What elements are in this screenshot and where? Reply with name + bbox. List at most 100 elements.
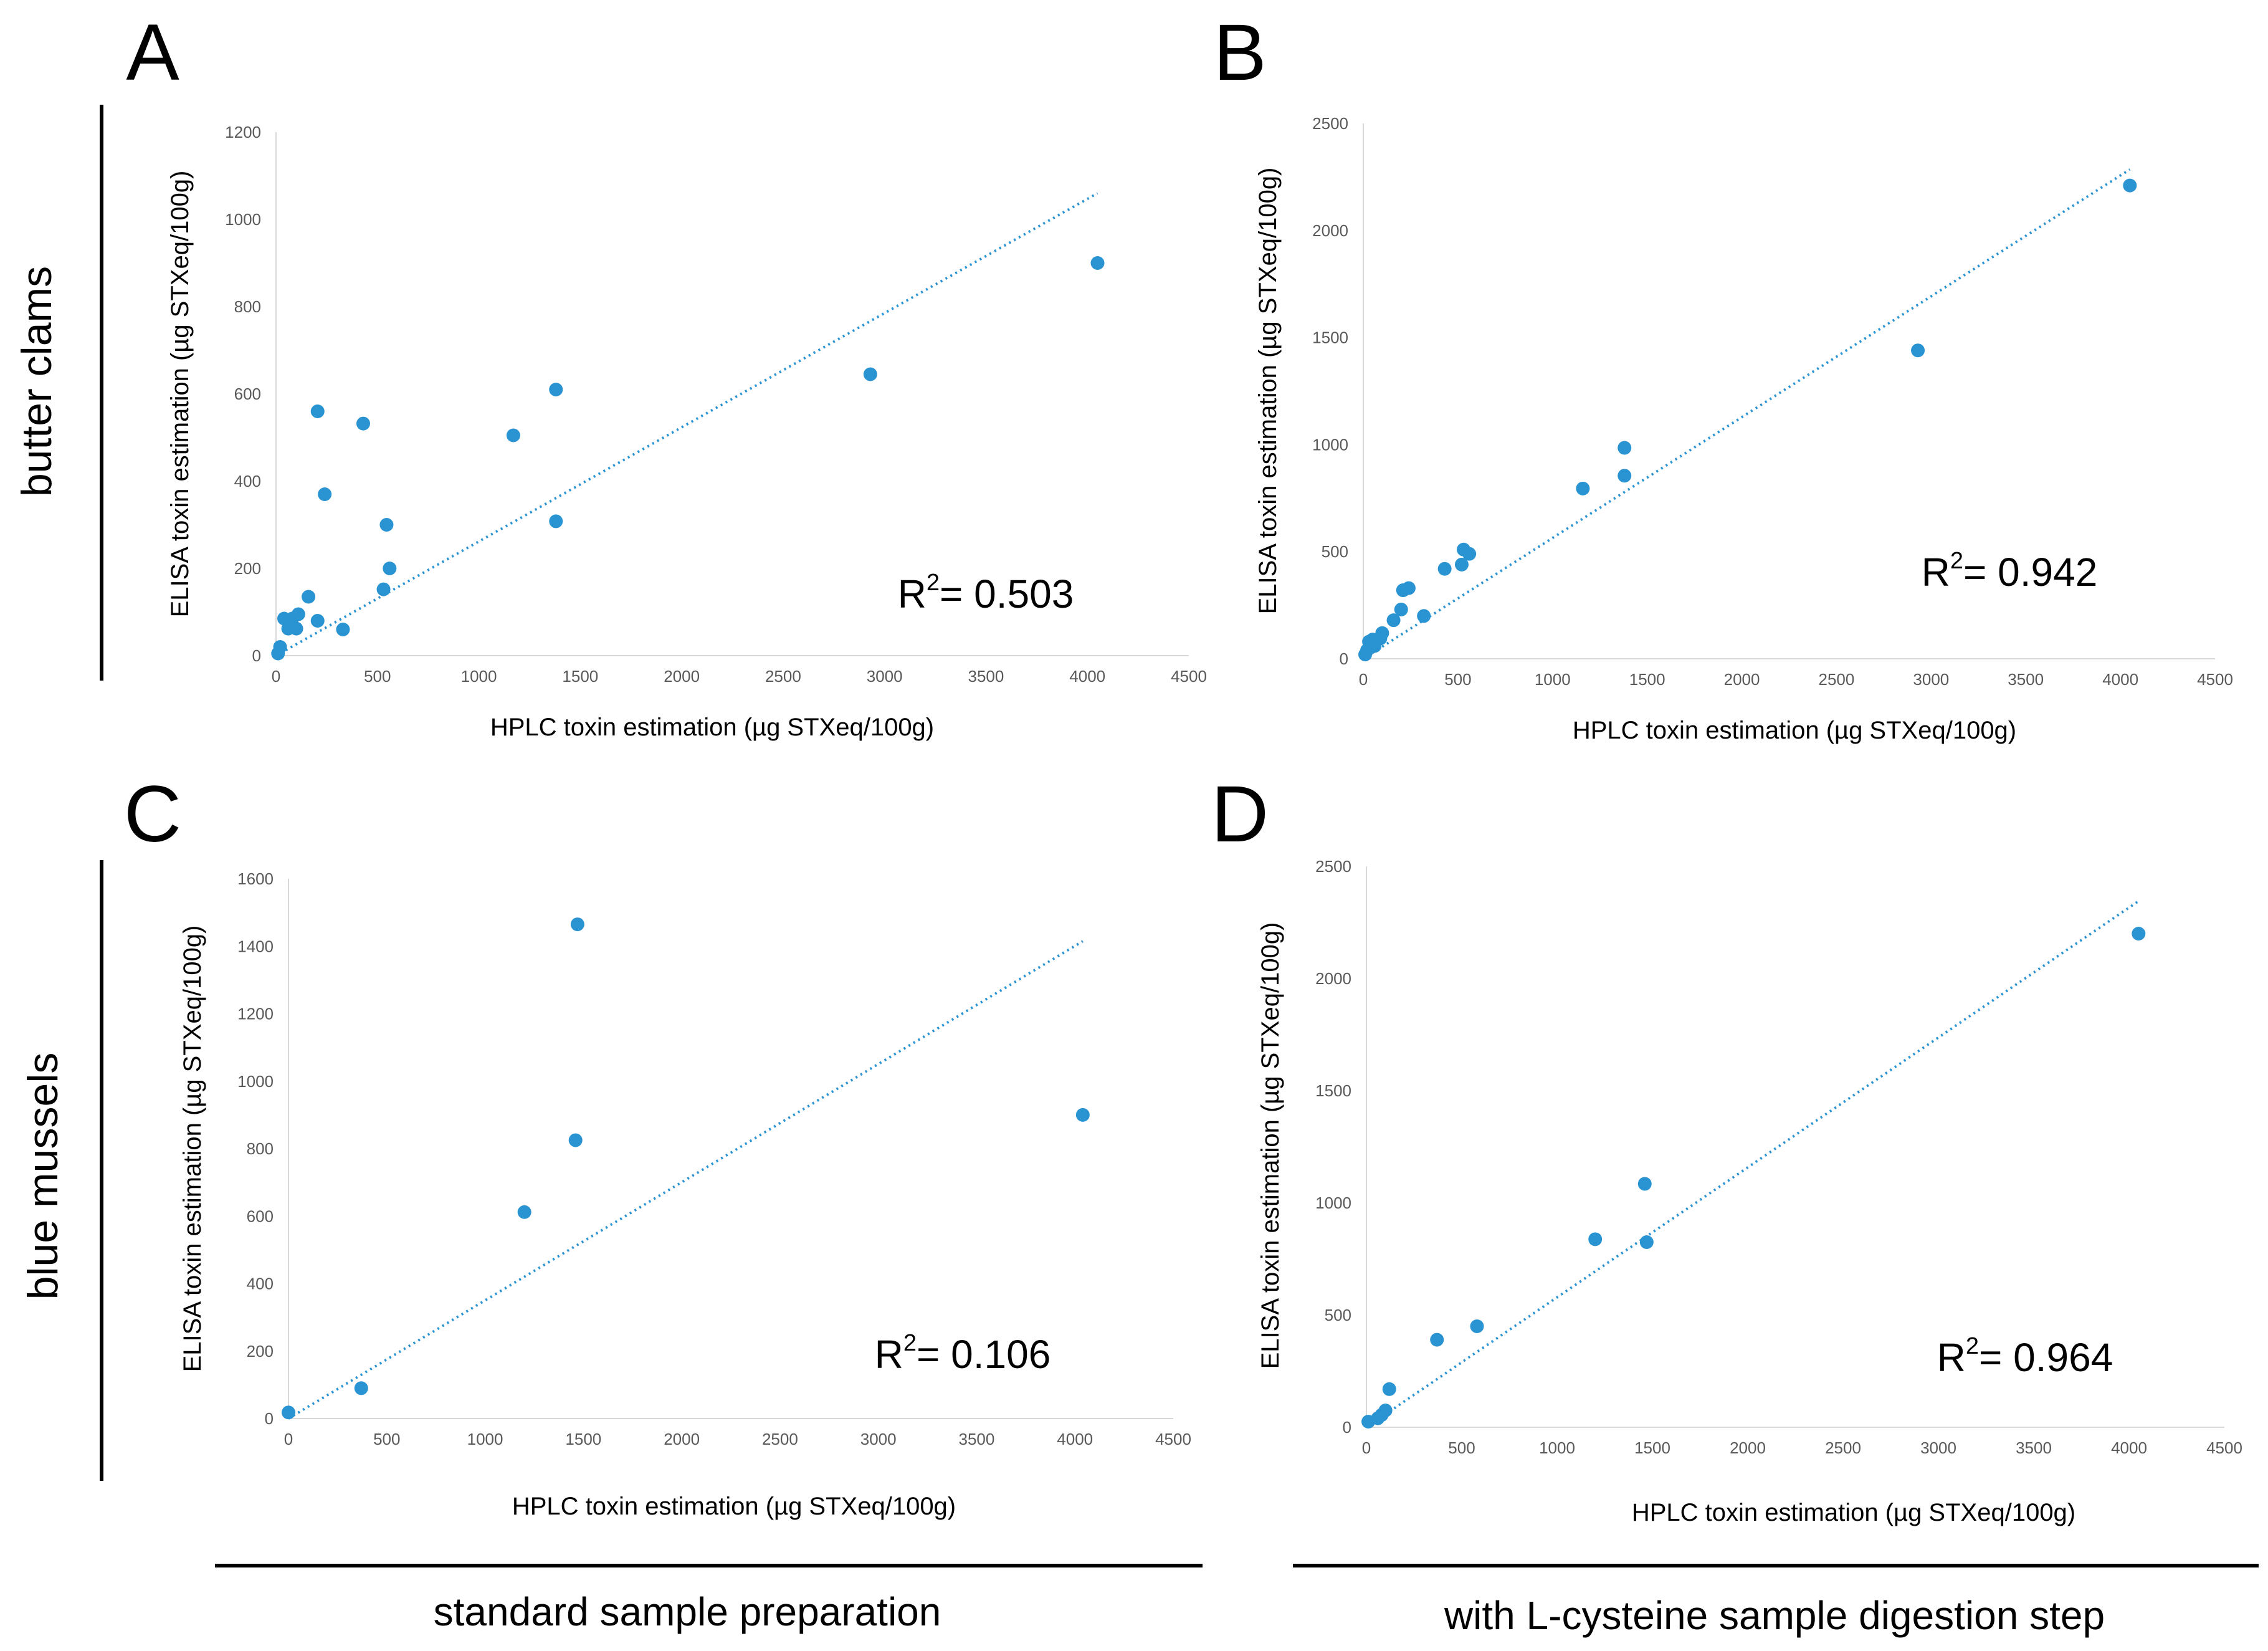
y-tick-label: 1200 [237, 1005, 274, 1023]
data-point [1382, 1382, 1396, 1396]
y-tick-label: 400 [247, 1275, 274, 1293]
x-tick-label: 3000 [1920, 1438, 1956, 1457]
x-tick-label: 4500 [1155, 1430, 1191, 1448]
r-squared-superscript: 2 [903, 1330, 917, 1356]
data-point [1386, 613, 1401, 628]
data-point [318, 487, 332, 501]
x-tick-label: 2500 [1819, 670, 1855, 689]
data-point [549, 514, 563, 529]
data-point [1394, 602, 1408, 616]
data-point [1358, 648, 1373, 662]
r-squared-symbol: R [1922, 550, 1950, 595]
y-axis-title: ELISA toxin estimation (µg STXeq/100g) [166, 171, 194, 618]
data-point [863, 367, 877, 381]
y-tick-label: 2500 [1312, 114, 1348, 133]
y-tick-label: 1500 [1315, 1081, 1351, 1100]
x-tick-label: 4000 [2102, 670, 2138, 689]
y-tick-label: 1000 [1312, 435, 1348, 454]
x-tick-label: 4500 [2197, 670, 2233, 689]
column-label-standard: standard sample preparation [434, 1589, 941, 1634]
data-point [302, 590, 316, 604]
y-tick-label: 800 [234, 297, 261, 316]
y-tick-label: 1000 [237, 1072, 274, 1091]
panel-d: D 0 500 1000 1500 2000 2500 3000 3500 4000 4500 0 50… [1211, 770, 2242, 1526]
x-tick-label: 3500 [2008, 670, 2044, 689]
panel-c: C 0 500 1000 1500 2000 2500 3000 3500 4000 4500 0 20… [124, 770, 1191, 1520]
y-tick-label: 0 [1343, 1418, 1351, 1437]
y-tick-label: 800 [247, 1139, 274, 1158]
r-squared-symbol: R [875, 1332, 903, 1377]
x-tick-label: 1500 [562, 667, 598, 686]
data-point [1470, 1319, 1484, 1333]
data-point [1637, 1177, 1652, 1191]
data-point [336, 623, 350, 636]
x-axis-title: HPLC toxin estimation (µg STXeq/100g) [1573, 717, 2016, 744]
r-squared-value: = 0.964 [1979, 1335, 2113, 1380]
x-tick-label: 4000 [1057, 1430, 1093, 1448]
data-point [310, 404, 325, 418]
panel-letter-b: B [1213, 8, 1266, 97]
r-squared-superscript: 2 [1966, 1333, 1979, 1359]
data-point [271, 646, 285, 661]
y-tick-label: 500 [1322, 542, 1348, 561]
r-squared-value: = 0.942 [1963, 550, 2097, 595]
data-point [1454, 557, 1469, 572]
x-tick-label: 4500 [2206, 1438, 2242, 1457]
y-tick-label: 500 [1325, 1306, 1351, 1324]
y-tick-label: 2500 [1315, 857, 1351, 876]
x-tick-label: 1000 [1539, 1438, 1575, 1457]
data-point [1437, 562, 1452, 576]
x-tick-label: 2000 [1730, 1438, 1766, 1457]
row-label-blue-mussels: blue mussels [19, 1053, 67, 1300]
data-point [1618, 469, 1632, 483]
x-tick-label: 500 [364, 667, 391, 686]
x-tick-label: 4000 [1069, 667, 1105, 686]
x-tick-label: 1500 [565, 1430, 601, 1448]
panel-letter-d: D [1211, 770, 1269, 859]
y-tick-label: 1400 [237, 937, 274, 955]
y-axis-title: ELISA toxin estimation (µg STXeq/100g) [179, 926, 206, 1372]
r-squared-label: R2= 0.964 [1937, 1333, 2113, 1380]
x-tick-label: 0 [284, 1430, 293, 1448]
data-point [1457, 542, 1471, 557]
x-tick-label: 500 [373, 1430, 400, 1448]
data-point [1075, 1108, 1090, 1122]
x-tick-label: 0 [1359, 670, 1368, 689]
r-squared-label: R2= 0.503 [898, 570, 1074, 616]
y-tick-label: 1600 [237, 869, 274, 888]
data-point [310, 614, 325, 628]
x-tick-label: 3500 [968, 667, 1004, 686]
x-tick-label: 3000 [860, 1430, 897, 1448]
x-tick-label: 0 [272, 667, 280, 686]
data-point [282, 1405, 295, 1420]
panel-letter-c: C [124, 770, 181, 859]
y-tick-label: 600 [234, 385, 261, 403]
x-tick-label: 2000 [664, 667, 700, 686]
y-tick-label: 0 [1340, 649, 1348, 668]
r-squared-symbol: R [898, 572, 927, 616]
x-tick-label: 1000 [461, 667, 497, 686]
y-axis-title: ELISA toxin estimation (µg STXeq/100g) [1257, 922, 1284, 1369]
data-point [1396, 583, 1410, 598]
x-tick-label: 1500 [1634, 1438, 1670, 1457]
data-point [2123, 178, 2137, 193]
x-axis-title: HPLC toxin estimation (µg STXeq/100g) [512, 1493, 956, 1520]
x-axis-title: HPLC toxin estimation (µg STXeq/100g) [490, 714, 934, 741]
column-label-l-cysteine: with L-cysteine sample digestion step [1444, 1593, 2105, 1638]
data-point [356, 416, 370, 431]
x-tick-label: 2500 [765, 667, 801, 686]
r-squared-label: R2= 0.942 [1922, 548, 2098, 595]
r-squared-label: R2= 0.106 [875, 1330, 1051, 1377]
data-point [1618, 441, 1632, 455]
y-tick-label: 1500 [1312, 328, 1348, 347]
data-point [2132, 927, 2146, 940]
r-squared-symbol: R [1937, 1335, 1966, 1380]
data-point [354, 1381, 368, 1395]
data-point [568, 1133, 583, 1147]
data-point [1430, 1333, 1444, 1347]
x-tick-label: 2000 [664, 1430, 700, 1448]
trendline [1365, 900, 2140, 1428]
y-tick-label: 400 [234, 472, 261, 491]
x-tick-label: 3500 [2016, 1438, 2052, 1457]
y-tick-label: 1000 [1315, 1194, 1351, 1212]
